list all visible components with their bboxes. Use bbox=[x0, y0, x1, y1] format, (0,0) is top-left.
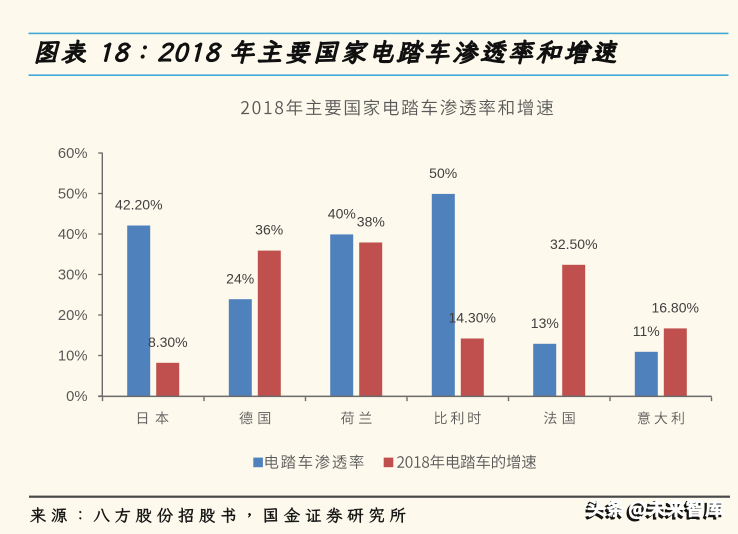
svg-text:0%: 0% bbox=[66, 389, 87, 405]
svg-text:60%: 60% bbox=[58, 146, 88, 162]
svg-text:40%: 40% bbox=[328, 206, 356, 222]
svg-text:32.50%: 32.50% bbox=[550, 236, 597, 252]
svg-text:38%: 38% bbox=[357, 214, 385, 230]
svg-text:8.30%: 8.30% bbox=[148, 334, 188, 350]
svg-text:14.30%: 14.30% bbox=[448, 310, 495, 326]
svg-text:50%: 50% bbox=[429, 165, 457, 181]
svg-text:42.20%: 42.20% bbox=[115, 197, 162, 213]
svg-text:20%: 20% bbox=[58, 308, 88, 324]
svg-text:16.80%: 16.80% bbox=[651, 300, 698, 316]
svg-text:13%: 13% bbox=[531, 315, 559, 331]
svg-text:36%: 36% bbox=[255, 222, 283, 238]
svg-text:10%: 10% bbox=[58, 349, 88, 365]
svg-text:24%: 24% bbox=[226, 270, 254, 286]
svg-text:11%: 11% bbox=[633, 323, 660, 339]
svg-text:30%: 30% bbox=[58, 268, 88, 284]
svg-text:40%: 40% bbox=[58, 227, 88, 243]
svg-text:50%: 50% bbox=[58, 187, 88, 203]
